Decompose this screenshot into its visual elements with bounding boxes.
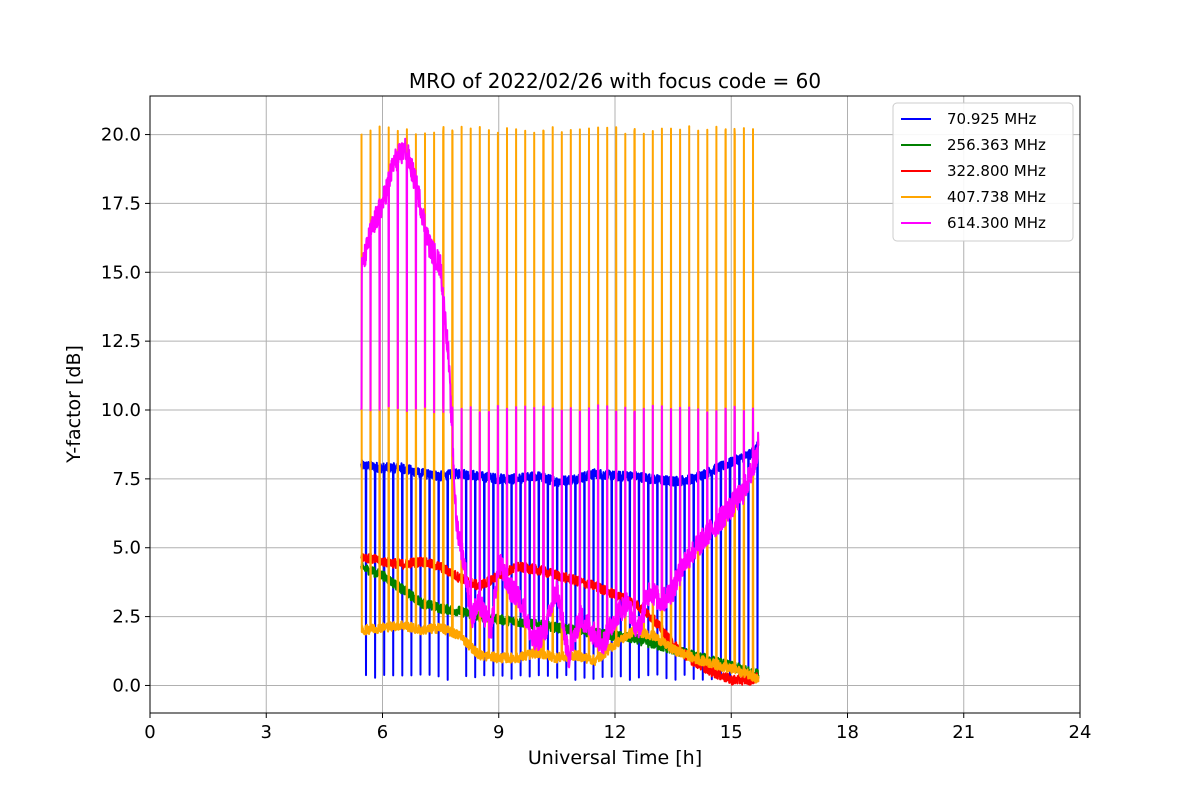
- x-tick-label: 18: [836, 722, 859, 743]
- y-tick-label: 5.0: [112, 538, 141, 559]
- x-tick-label: 0: [144, 722, 155, 743]
- legend-label: 256.363 MHz: [947, 136, 1046, 154]
- x-tick-label: 3: [261, 722, 272, 743]
- y-tick-label: 10.0: [101, 400, 141, 421]
- grid-lines: [149, 96, 1081, 713]
- y-tick-label: 0.0: [112, 675, 141, 696]
- y-tick-label: 17.5: [101, 193, 141, 214]
- series-line: [360, 137, 760, 669]
- axis-ticks: 0 3 6 9 12 15 18 21 24 0.0 2.5 5.0 7.5 10.0 12.5 15.0 17…: [101, 125, 1092, 743]
- x-tick-label: 21: [952, 722, 975, 743]
- x-tick-label: 24: [1069, 722, 1092, 743]
- x-tick-label: 15: [720, 722, 743, 743]
- series-layer: [360, 125, 760, 686]
- y-tick-label: 7.5: [112, 469, 141, 490]
- x-axis-title: Universal Time [h]: [528, 747, 702, 769]
- y-tick-label: 15.0: [101, 262, 141, 283]
- legend-label: 407.738 MHz: [947, 188, 1046, 206]
- y-tick-label: 20.0: [101, 125, 141, 146]
- legend: 70.925 MHz 256.363 MHz 322.800 MHz 407.738 …: [892, 102, 1074, 242]
- legend-label: 614.300 MHz: [947, 214, 1046, 232]
- legend-label: 322.800 MHz: [947, 162, 1046, 180]
- y-tick-label: 12.5: [101, 331, 141, 352]
- legend-box: [892, 102, 1074, 242]
- x-tick-label: 12: [604, 722, 627, 743]
- x-tick-label: 6: [377, 722, 388, 743]
- y-tick-label: 2.5: [112, 607, 141, 628]
- chart-title: MRO of 2022/02/26 with focus code = 60: [409, 69, 821, 93]
- x-tick-label: 9: [493, 722, 504, 743]
- y-axis-title: Y-factor [dB]: [63, 345, 85, 464]
- series-line: [360, 441, 760, 681]
- legend-label: 70.925 MHz: [947, 110, 1036, 128]
- series-line: [360, 125, 760, 684]
